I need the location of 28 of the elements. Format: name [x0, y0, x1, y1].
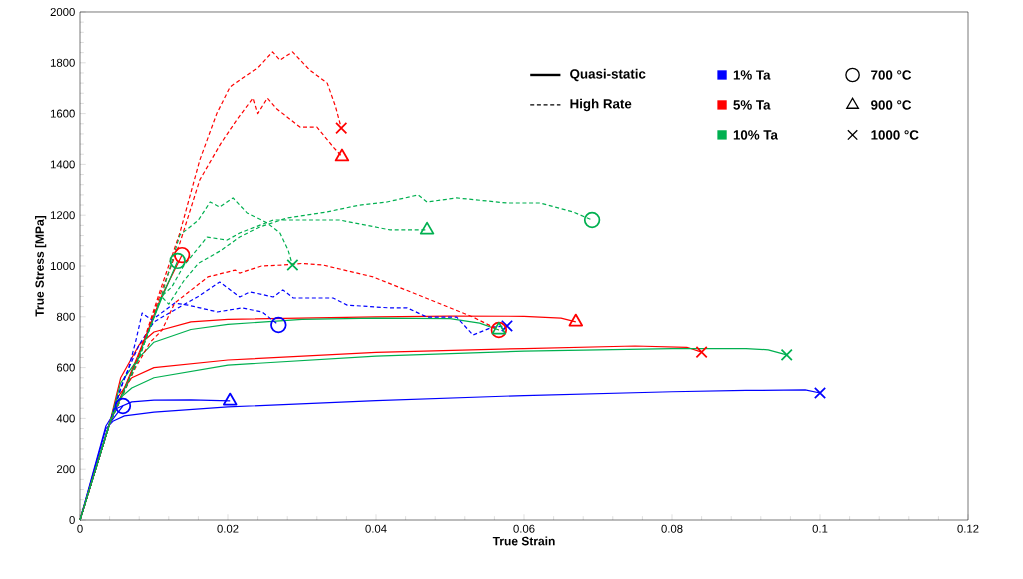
y-tick-label: 200 — [56, 465, 75, 474]
annotation: 900 °C — [871, 100, 912, 110]
y-tick-label: 800 — [56, 312, 75, 321]
x-tick-label: 0 — [77, 524, 83, 533]
x-axis-title: True Strain — [492, 536, 555, 546]
annotation: 1000 °C — [871, 130, 919, 140]
y-tick-label: 1600 — [50, 109, 75, 118]
annotation: 10% Ta — [733, 130, 779, 140]
annotation: Quasi-static — [570, 68, 646, 82]
x-tick-label: 0.1 — [812, 524, 828, 533]
y-tick-label: 400 — [56, 414, 75, 423]
y-axis-title: True Stress [MPa] — [35, 216, 47, 317]
y-tick-label: 2000 — [50, 7, 75, 16]
y-tick-label: 600 — [56, 363, 75, 372]
y-tick-label: 1000 — [50, 262, 75, 270]
x-tick-label: 0.04 — [365, 524, 387, 533]
annotation: High Rate — [570, 98, 632, 112]
y-tick-label: 1400 — [50, 160, 75, 169]
x-tick-label: 0.06 — [513, 524, 535, 533]
annotation: 5% Ta — [733, 100, 771, 110]
y-tick-label: 0 — [69, 516, 75, 525]
annotation: 1% Ta — [733, 70, 771, 80]
y-tick-label: 1800 — [50, 58, 75, 67]
x-tick-label: 0.08 — [661, 524, 683, 533]
x-tick-label: 0.12 — [957, 524, 979, 533]
y-tick-label: 1200 — [50, 211, 75, 220]
annotation: 700 °C — [871, 70, 912, 80]
x-tick-label: 0.02 — [217, 524, 239, 533]
